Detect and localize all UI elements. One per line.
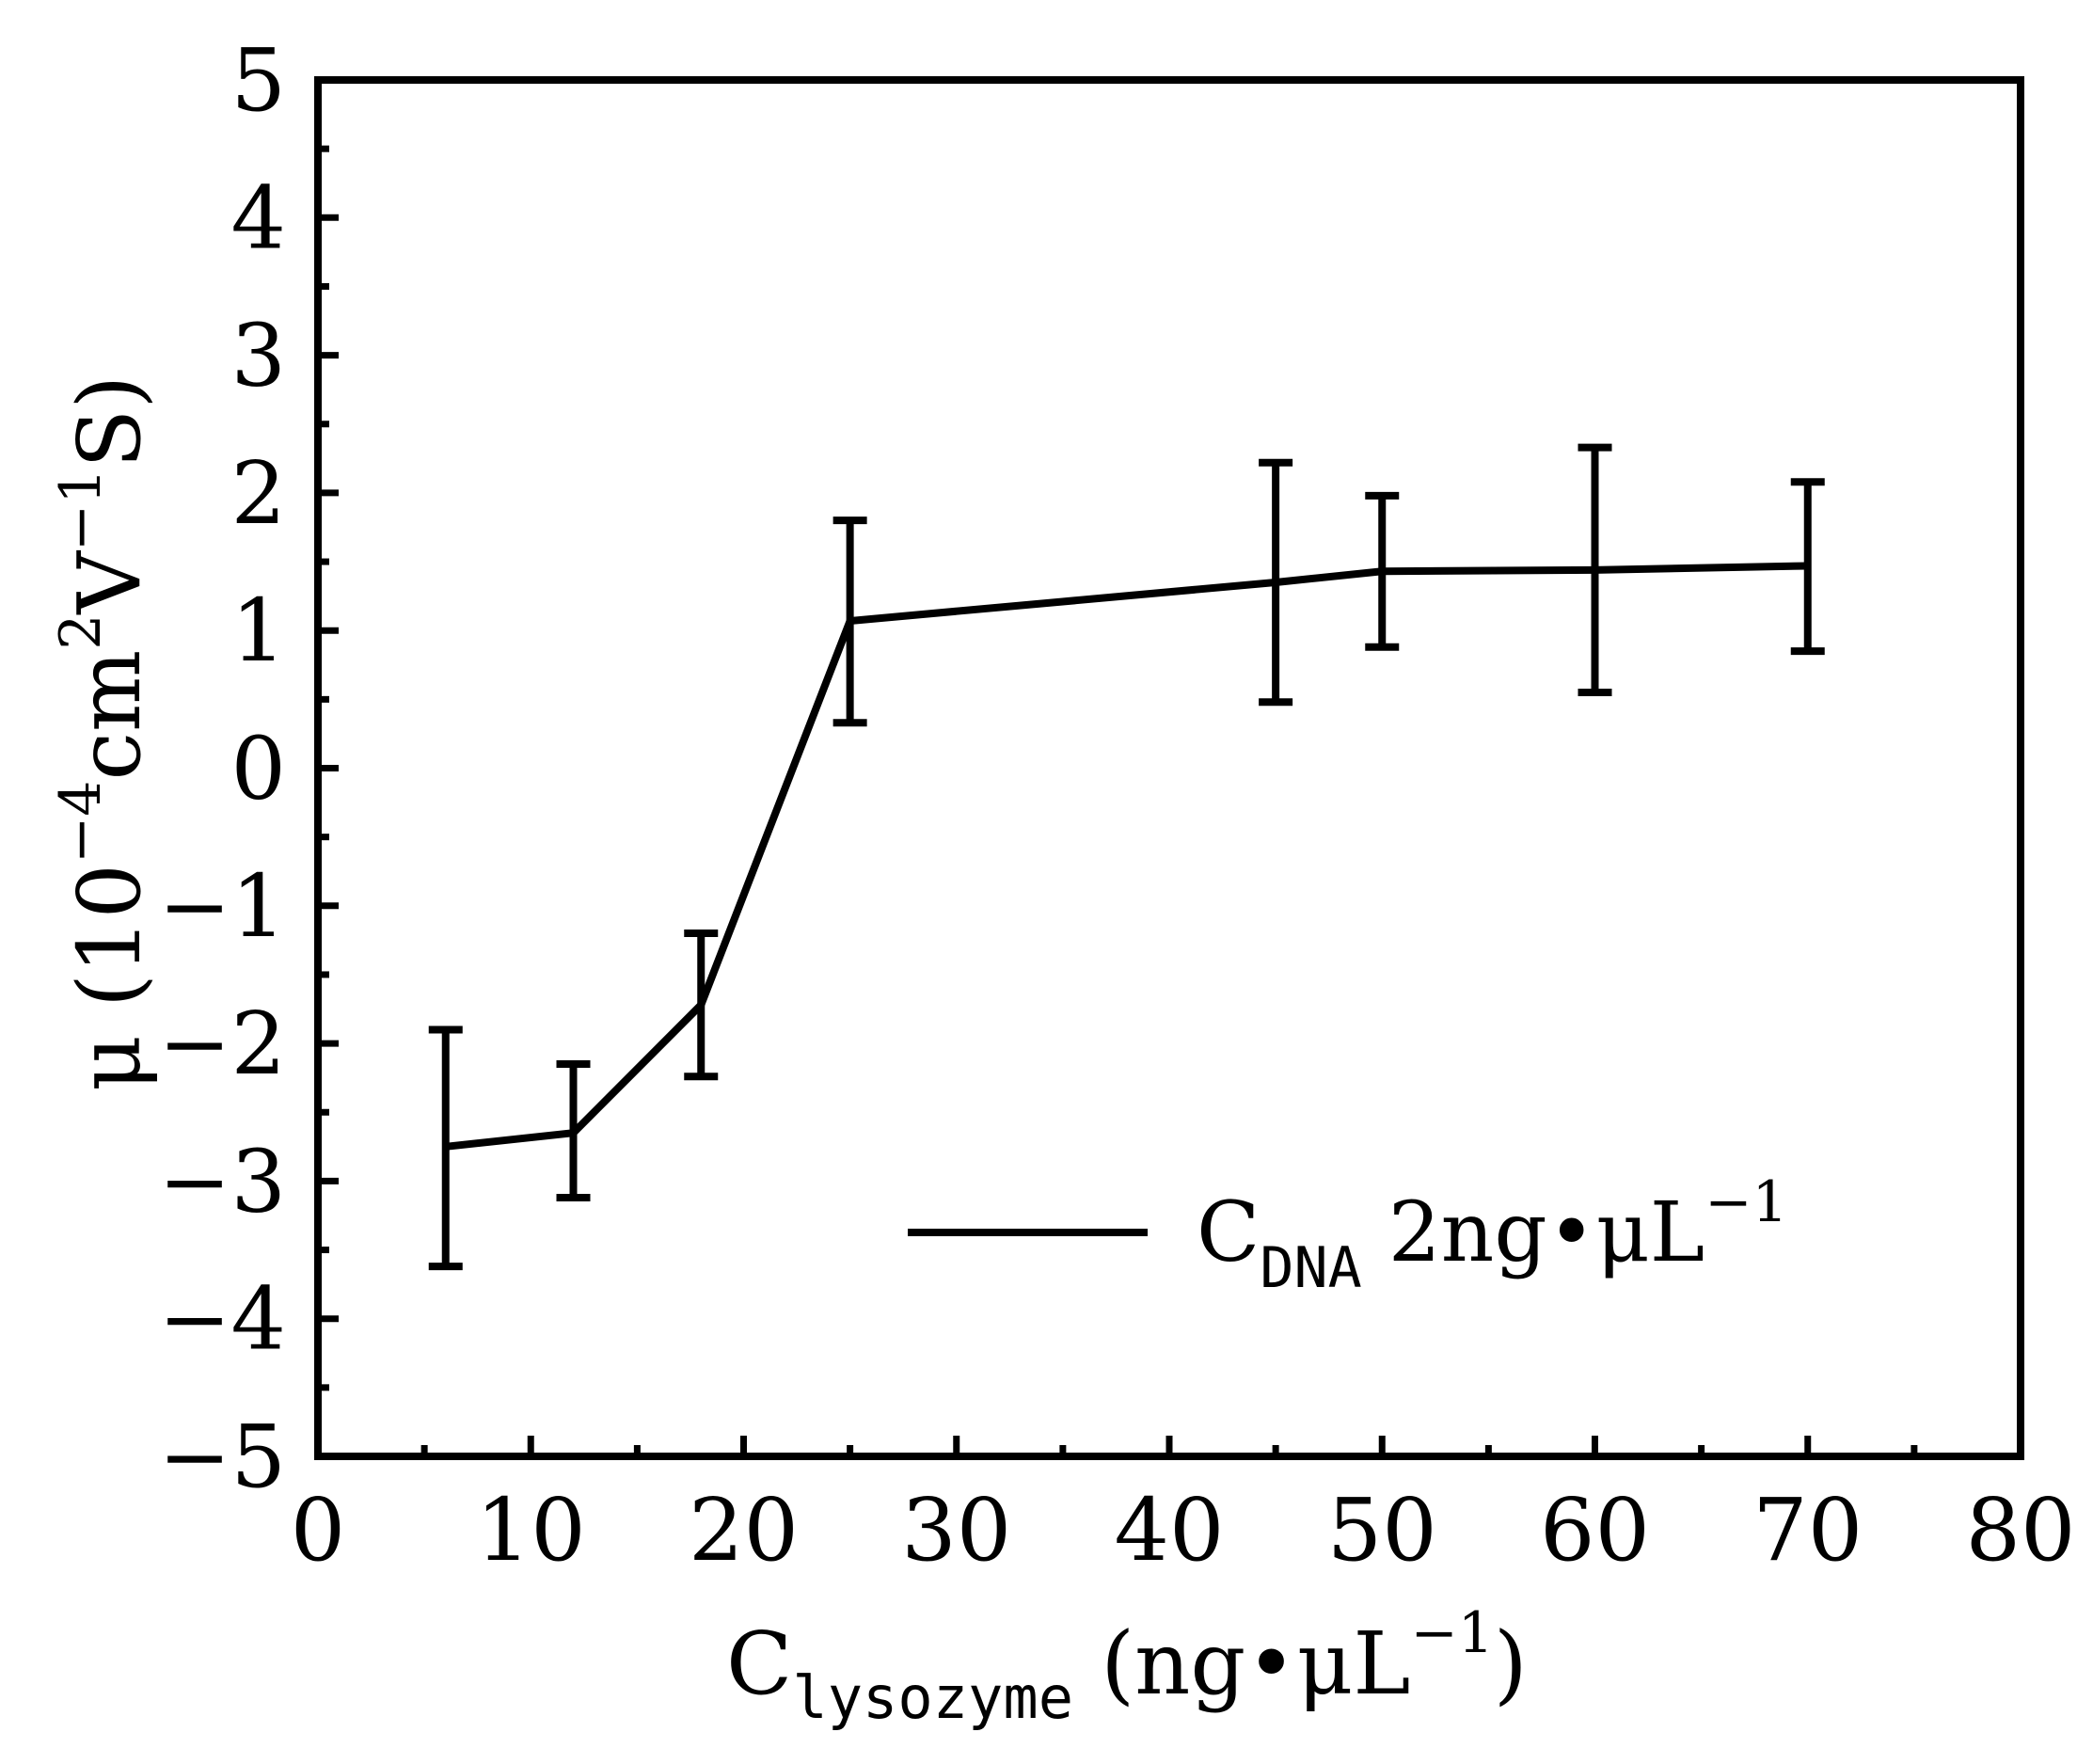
x-tick-label: 0 (291, 1480, 346, 1581)
y-axis-label-sup2: 2 (48, 614, 114, 650)
y-axis-label-mid1: cm (59, 650, 160, 781)
y-tick-label: 0 (230, 719, 286, 819)
legend-sub: DNA (1260, 1235, 1361, 1301)
x-axis-label-rest: (ng•μL (1073, 1613, 1410, 1714)
x-tick-label: 10 (476, 1480, 586, 1581)
legend: CDNA 2ng•μL−1 (908, 1169, 1788, 1301)
x-tick-label: 30 (901, 1480, 1011, 1581)
y-tick-label: 4 (230, 167, 286, 268)
x-tick-label: 80 (1965, 1480, 2075, 1581)
series (428, 443, 1825, 1271)
x-tick-label: 70 (1752, 1480, 1863, 1581)
ticks (314, 76, 2024, 1460)
error-bar (1578, 443, 1612, 697)
y-axis-label: μ (10−4cm2V−1S) (48, 375, 160, 1091)
axes (314, 76, 2024, 1460)
x-axis-label-sub: lysozyme (792, 1663, 1073, 1732)
x-axis-label-end: ) (1494, 1613, 1528, 1714)
y-axis-label-main: μ (10 (59, 864, 160, 1091)
x-axis-label: Clysozyme (ng•μL−1) (726, 1600, 1528, 1732)
x-axis-label-main: C (726, 1613, 792, 1714)
y-tick-label: −3 (158, 1131, 286, 1232)
y-tick-label: −4 (158, 1269, 286, 1370)
y-tick-label: 3 (230, 306, 286, 406)
error-bar (428, 1025, 463, 1271)
x-axis-label-sup: −1 (1410, 1600, 1493, 1666)
y-tick-label: 1 (230, 580, 286, 681)
error-bar (684, 930, 719, 1081)
error-bar (832, 516, 867, 727)
legend-sup: −1 (1705, 1169, 1787, 1235)
y-tick-label: −2 (158, 993, 286, 1094)
error-bar (1259, 458, 1293, 707)
plot-frame (314, 76, 2024, 1460)
y-axis-label-sup1: −4 (48, 781, 114, 864)
x-tick-label: 40 (1114, 1480, 1224, 1581)
legend-main: C (1197, 1184, 1260, 1280)
x-tick-label: 60 (1540, 1480, 1650, 1581)
y-tick-label: −5 (158, 1406, 286, 1507)
y-axis-label-mid2: V (59, 550, 160, 615)
error-bar (1790, 478, 1825, 656)
legend-rest: 2ng•μL (1362, 1184, 1705, 1280)
y-tick-label: 5 (230, 30, 286, 131)
y-tick-label: 2 (230, 443, 286, 544)
series-line (445, 562, 1808, 1151)
legend-label: CDNA 2ng•μL−1 (1197, 1169, 1788, 1301)
y-axis-label-sup3: −1 (48, 469, 114, 551)
y-axis-label-end: S) (59, 375, 160, 469)
y-tick-label: −1 (158, 856, 286, 957)
x-tick-label: 20 (689, 1480, 799, 1581)
error-bar (556, 1060, 591, 1201)
error-bar (1365, 491, 1400, 651)
x-tick-label: 50 (1327, 1480, 1437, 1581)
